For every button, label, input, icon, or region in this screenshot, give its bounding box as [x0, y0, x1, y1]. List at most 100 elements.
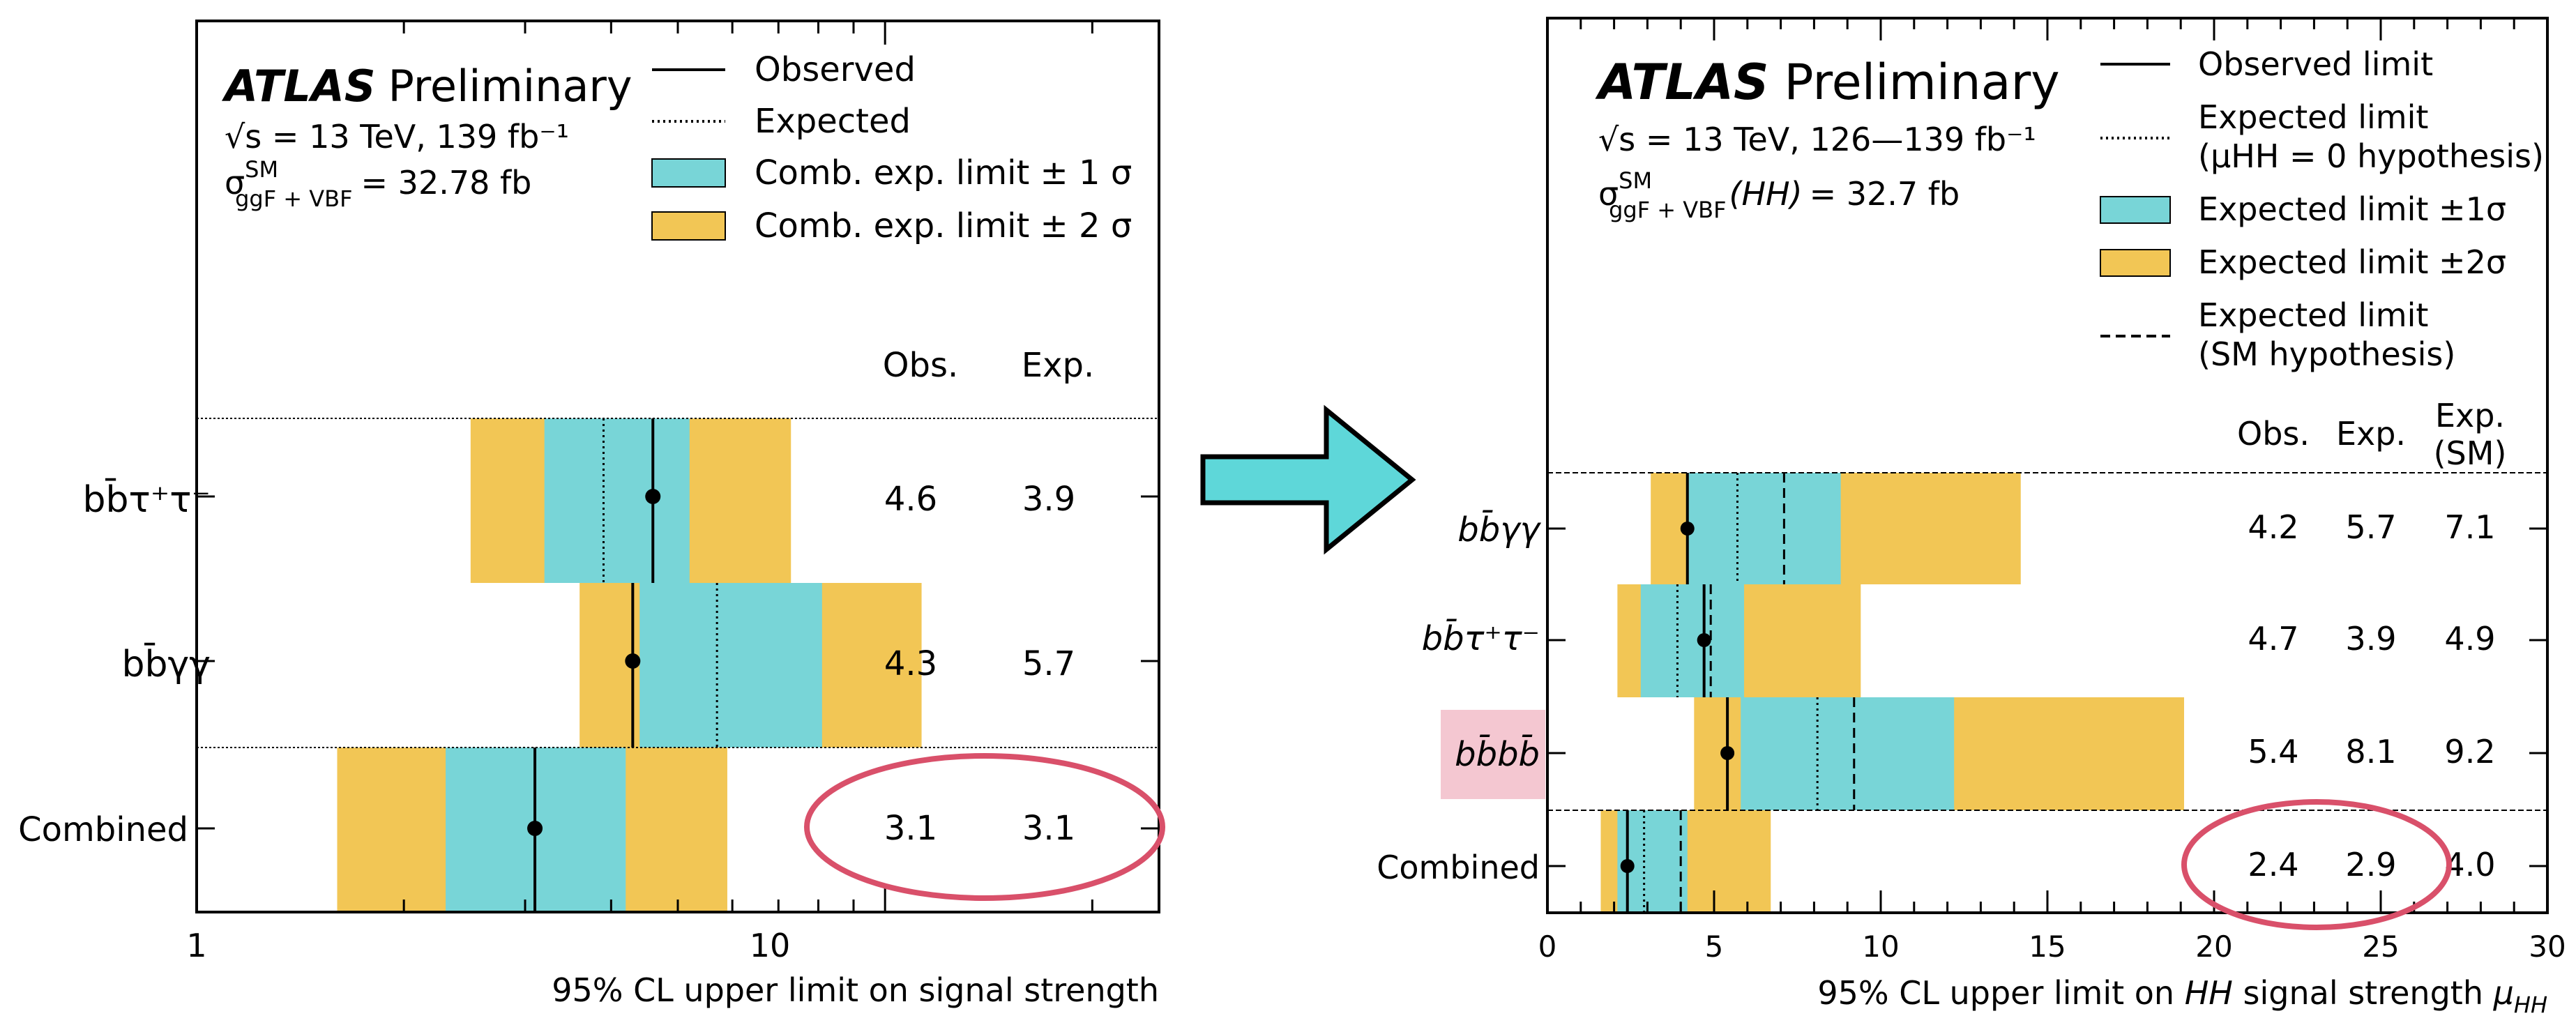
right-xsec-value: = 32.7 fb — [1810, 175, 1960, 213]
right-x-axis-title-mid: signal strength — [2233, 974, 2494, 1012]
left-exp-value-bbtautau: 3.9 — [1022, 480, 1075, 519]
right-col-header-expsm-top: Exp. — [2435, 397, 2505, 434]
right-xsec-label: σSM ggF + VBF(HH) = 32.7 fb — [1598, 167, 1960, 223]
left-channel-label-combined: Combined — [18, 810, 188, 849]
right-channel-label-combined: Combined — [1377, 849, 1540, 886]
left-limit-plot: ATLAS Preliminary √s = 13 TeV, 139 fb⁻¹ σ… — [18, 20, 1165, 1009]
left-1sigma-band-bbyy — [639, 583, 822, 748]
left-exp-value-combined: 3.1 — [1022, 809, 1075, 848]
left-col-header-obs: Obs. — [883, 346, 959, 385]
left-obs-value-bbyy: 4.3 — [884, 644, 937, 683]
right-col-header-expsm-bottom: (SM) — [2434, 434, 2507, 472]
right-legend-2sigma-swatch — [2100, 249, 2171, 277]
right-exp-value-bbtautau: 3.9 — [2345, 620, 2396, 658]
right-x-axis-title-mu: μ — [2493, 974, 2514, 1012]
left-legend-2sigma-swatch — [651, 211, 726, 241]
right-atlas-label: ATLAS Preliminary — [1595, 54, 2060, 111]
left-experiment-name: ATLAS — [221, 61, 376, 112]
left-1sigma-band-bbtautau — [544, 418, 690, 583]
right-xtick-label-20: 20 — [2195, 929, 2232, 964]
left-observed-marker-bbtautau — [645, 489, 661, 504]
right-plot-frame — [1546, 17, 2549, 914]
right-sm-value-bbbb: 9.2 — [2444, 733, 2495, 771]
right-obs-value-bbbb: 5.4 — [2248, 733, 2298, 771]
right-channel-label-bbtautau: bb̄τ⁺τ⁻ — [1422, 619, 1540, 658]
left-col-header-exp: Exp. — [1022, 346, 1094, 385]
right-xtick-label-5: 5 — [1705, 929, 1724, 964]
right-legend-expected-hypothesis: (μHH = 0 hypothesis) — [2198, 137, 2544, 175]
right-xtick-label-25: 25 — [2362, 929, 2399, 964]
right-status-label: Preliminary — [1784, 54, 2059, 111]
left-legend-1sigma-label: Comb. exp. limit ± 1 σ — [755, 153, 1132, 192]
right-xtick-label-15: 15 — [2029, 929, 2066, 964]
right-legend-2sigma-label: Expected limit ±2σ — [2198, 243, 2506, 281]
left-energy-label: √s = 13 TeV, 139 fb⁻¹ — [225, 118, 569, 155]
left-atlas-label: ATLAS Preliminary — [221, 61, 632, 112]
left-channel-label-bbtautau: bb̄τ⁺τ⁻ — [82, 478, 211, 521]
right-1sigma-band-bbyy — [1687, 473, 1841, 584]
right-exp-value-bbyy: 5.7 — [2345, 508, 2396, 546]
left-xtick-label-1: 1 — [186, 927, 206, 964]
right-col-header-exp: Exp. — [2336, 415, 2406, 453]
right-legend-expected-label: Expected limit — [2198, 98, 2428, 136]
right-obs-value-bbtautau: 4.7 — [2248, 620, 2298, 658]
left-legend: Observed Expected Comb. exp. limit ± 1 σ… — [651, 50, 1132, 245]
left-xsec-sup: SM — [245, 156, 278, 183]
right-xsec-sigma: σ — [1598, 175, 1619, 213]
left-legend-1sigma-swatch — [651, 158, 726, 188]
left-xsec-sub: ggF + VBF — [235, 185, 352, 212]
left-legend-2sigma-label: Comb. exp. limit ± 2 σ — [755, 206, 1132, 245]
right-col-header-obs: Obs. — [2237, 415, 2310, 453]
right-combined-highlight-ellipse — [2181, 799, 2452, 930]
left-status-label: Preliminary — [388, 61, 632, 112]
left-observed-marker-combined — [527, 821, 543, 836]
right-legend: Observed limit Expected limit (μHH = 0 h… — [2100, 45, 2544, 373]
right-xtick-label-30: 30 — [2529, 929, 2566, 964]
right-exp-value-combined: 2.9 — [2345, 846, 2396, 883]
right-1sigma-band-bbbb — [1741, 697, 1955, 810]
transition-arrow — [1200, 404, 1416, 555]
right-obs-value-bbyy: 4.2 — [2248, 508, 2298, 546]
right-xtick-labels: 0 5 10 15 20 25 30 — [1538, 929, 2566, 964]
right-legend-1sigma-swatch — [2100, 196, 2171, 224]
right-xsec-hh: (HH) — [1729, 175, 1803, 213]
right-observed-marker-bbbb — [1720, 746, 1735, 760]
right-xsec-sup: SM — [1619, 167, 1652, 194]
right-observed-marker-bbyy — [1680, 522, 1695, 536]
left-plot-marks — [195, 21, 1159, 912]
left-channel-label-bbyy: bb̄γγ — [121, 643, 211, 685]
right-x-axis-title: 95% CL upper limit on HH signal strength… — [1817, 974, 2547, 1018]
left-xsec-value: = 32.78 fb — [361, 164, 532, 202]
left-obs-value-combined: 3.1 — [884, 809, 937, 848]
left-exp-value-bbyy: 5.7 — [1022, 644, 1075, 683]
right-observed-marker-combined — [1620, 859, 1635, 873]
left-legend-observed-label: Observed — [755, 50, 916, 89]
left-xtick-label-10: 10 — [750, 927, 791, 964]
right-xtick-label-0: 0 — [1538, 929, 1557, 964]
left-obs-value-bbtautau: 4.6 — [884, 480, 937, 519]
right-exp-value-bbbb: 8.1 — [2345, 733, 2396, 771]
right-sm-value-combined: 4.0 — [2444, 846, 2495, 883]
right-sm-value-bbyy: 7.1 — [2444, 508, 2495, 546]
right-energy-label: √s = 13 TeV, 126—139 fb⁻¹ — [1598, 121, 2036, 158]
right-sm-value-bbtautau: 4.9 — [2444, 620, 2495, 658]
right-legend-sm-hypothesis: (SM hypothesis) — [2198, 335, 2455, 373]
right-x-axis-title-pre: 95% CL upper limit on — [1817, 974, 2184, 1012]
right-channel-label-bbbb: bb̄bb̄ — [1455, 734, 1540, 774]
left-xsec-label: σSM ggF + VBF = 32.78 fb — [225, 156, 531, 212]
right-limit-plot: ATLAS Preliminary √s = 13 TeV, 126—139 fb… — [1377, 17, 2566, 1018]
right-legend-sm-label: Expected limit — [2198, 296, 2428, 334]
left-combined-highlight-ellipse — [804, 753, 1165, 901]
left-x-axis-title: 95% CL upper limit on signal strength — [552, 971, 1159, 1009]
left-observed-marker-bbyy — [625, 653, 641, 669]
right-observed-marker-bbtautau — [1697, 633, 1711, 647]
right-xtick-label-10: 10 — [1862, 929, 1899, 964]
right-channel-label-bbyy: bb̄γγ — [1457, 510, 1541, 549]
right-obs-value-combined: 2.4 — [2248, 846, 2298, 883]
right-experiment-name: ATLAS — [1595, 54, 1768, 111]
left-xsec-sigma: σ — [225, 164, 245, 202]
right-legend-1sigma-label: Expected limit ±1σ — [2198, 190, 2506, 228]
right-x-axis-title-hh: HH — [2185, 974, 2233, 1012]
right-x-axis-title-mu-sub: HH — [2514, 992, 2547, 1018]
